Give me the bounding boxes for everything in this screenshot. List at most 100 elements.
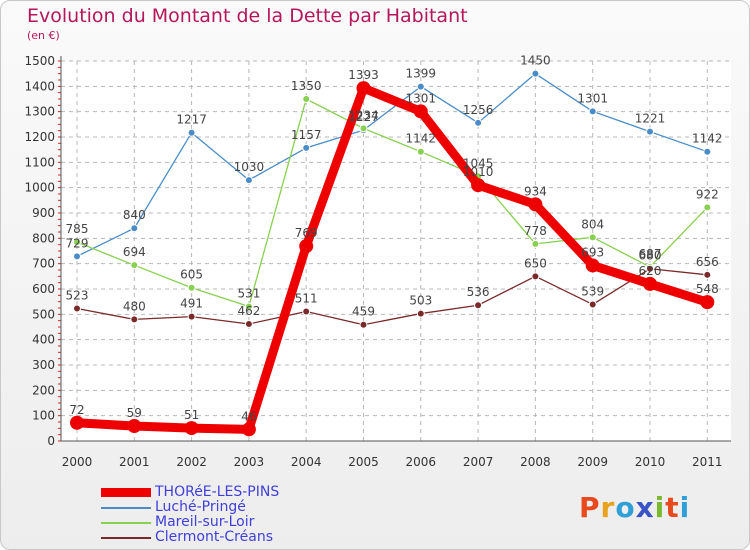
legend-label: Clermont-Créans — [155, 529, 273, 545]
data-point — [416, 309, 425, 318]
series-line — [72, 83, 712, 434]
x-tick-label: 2002 — [176, 455, 207, 469]
data-label: 693 — [581, 245, 604, 259]
y-tick-label: 600 — [32, 282, 55, 296]
data-label: 1221 — [635, 112, 666, 126]
data-label: 656 — [696, 255, 719, 269]
data-point — [127, 419, 142, 434]
data-point — [416, 82, 425, 91]
data-point — [703, 147, 712, 156]
data-label: 72 — [69, 403, 84, 417]
data-label: 539 — [581, 284, 604, 298]
legend-swatch — [101, 522, 151, 524]
y-tick-label: 900 — [32, 206, 55, 220]
legend-label: Luché-Pringé — [155, 499, 246, 515]
y-tick-label: 100 — [32, 409, 55, 423]
data-label: 778 — [524, 224, 547, 238]
data-point — [244, 302, 253, 311]
data-point — [73, 304, 81, 313]
data-point — [643, 276, 657, 291]
data-label: 1030 — [234, 160, 265, 174]
data-label: 687 — [639, 247, 662, 261]
data-label: 1142 — [406, 132, 437, 146]
data-label: 680 — [639, 249, 662, 263]
data-label: 729 — [66, 236, 89, 250]
grid — [61, 60, 731, 442]
data-label: 1301 — [577, 91, 608, 105]
chart-subtitle: (en €) — [27, 29, 60, 42]
data-point — [416, 147, 425, 156]
data-label: 605 — [180, 268, 203, 282]
data-point — [531, 239, 540, 248]
data-point — [356, 81, 371, 96]
logo-letter: i — [679, 491, 691, 524]
data-label: 1450 — [520, 54, 551, 68]
data-label: 1217 — [176, 113, 207, 127]
data-point — [299, 239, 314, 254]
legend-label: THORéE-LES-PINS — [155, 484, 280, 500]
x-tick-label: 2006 — [406, 455, 437, 469]
data-point — [302, 307, 311, 316]
data-point — [531, 69, 540, 78]
data-point — [302, 143, 311, 152]
data-label: 523 — [66, 289, 89, 303]
data-label: 459 — [352, 305, 375, 319]
data-label: 804 — [581, 217, 604, 231]
legend-swatch — [101, 507, 151, 509]
data-label: 620 — [639, 264, 662, 278]
y-tick-label: 0 — [47, 434, 55, 448]
legend-item: Luché-Pringé — [101, 499, 321, 515]
y-tick-label: 1300 — [24, 105, 55, 119]
data-point — [471, 178, 486, 193]
data-point — [474, 301, 483, 310]
data-point — [187, 312, 196, 321]
legend-item: THORéE-LES-PINS — [101, 484, 321, 500]
y-tick-label: 500 — [32, 307, 55, 321]
data-label: 1256 — [463, 103, 494, 117]
legend-item: Clermont-Créans — [101, 529, 321, 545]
data-label: 548 — [696, 282, 719, 296]
y-tick-label: 700 — [32, 257, 55, 271]
y-tick-label: 400 — [32, 333, 55, 347]
data-point — [528, 197, 543, 212]
data-label: 1010 — [463, 165, 494, 179]
data-label: 531 — [237, 286, 260, 300]
x-tick-label: 2008 — [520, 455, 551, 469]
data-label: 1393 — [348, 68, 379, 82]
y-tick-label: 800 — [32, 231, 55, 245]
data-label: 480 — [123, 299, 146, 313]
data-point — [184, 421, 199, 436]
data-labels: 72 59 51 46 769 1393 1301 1010 934 693 620 548 729 84… — [66, 54, 723, 424]
y-tick-label: 300 — [32, 358, 55, 372]
data-point — [73, 238, 81, 247]
data-point — [70, 415, 84, 430]
x-tick-label: 2004 — [291, 455, 322, 469]
data-point — [359, 124, 368, 133]
series-line — [76, 73, 708, 257]
data-label: 785 — [66, 222, 89, 236]
data-point — [244, 319, 253, 328]
data-point — [531, 272, 540, 281]
series-layer — [70, 69, 715, 437]
x-tick-label: 2001 — [119, 455, 150, 469]
chart-title: Evolution du Montant de la Dette par Hab… — [27, 5, 468, 27]
data-label: 650 — [524, 256, 547, 270]
data-label: 840 — [123, 208, 146, 222]
data-point — [703, 270, 712, 279]
data-label: 1227 — [348, 110, 379, 124]
data-label: 462 — [237, 304, 260, 318]
y-tick-label: 1100 — [24, 155, 55, 169]
data-point — [244, 176, 253, 185]
y-tick-label: 1000 — [24, 181, 55, 195]
data-label: 503 — [409, 294, 432, 308]
data-point — [700, 295, 715, 310]
x-tick-label: 2007 — [463, 455, 494, 469]
data-label: 1045 — [463, 156, 494, 170]
data-point — [585, 258, 600, 273]
legend: THORéE-LES-PINS Luché-Pringé Mareil-sur-Lo… — [101, 484, 321, 545]
data-point — [588, 300, 597, 309]
data-label: 934 — [524, 184, 547, 198]
data-label: 51 — [184, 408, 199, 422]
legend-label: Mareil-sur-Loir — [155, 514, 255, 530]
